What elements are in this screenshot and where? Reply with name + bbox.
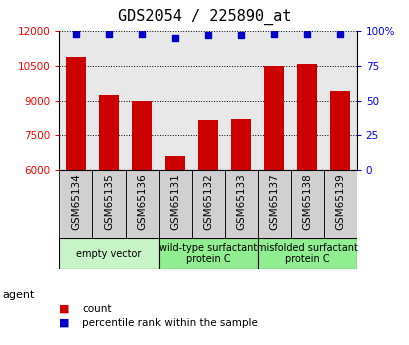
Text: GSM65132: GSM65132 xyxy=(202,174,213,230)
Text: GSM65131: GSM65131 xyxy=(170,174,180,230)
Bar xyxy=(59,238,158,269)
Bar xyxy=(198,120,218,170)
Point xyxy=(270,31,277,37)
Bar xyxy=(158,170,191,238)
Text: GSM65137: GSM65137 xyxy=(268,174,279,230)
Point xyxy=(138,31,145,37)
Bar xyxy=(330,91,349,170)
Bar xyxy=(132,101,152,170)
Text: GSM65133: GSM65133 xyxy=(236,174,245,230)
Point xyxy=(237,32,244,38)
Text: ■: ■ xyxy=(59,318,73,327)
Text: GSM65139: GSM65139 xyxy=(335,174,344,230)
Text: GSM65138: GSM65138 xyxy=(301,174,311,230)
Bar xyxy=(297,63,316,170)
Bar xyxy=(263,66,283,170)
Bar xyxy=(257,170,290,238)
Bar xyxy=(224,170,257,238)
Text: GSM65134: GSM65134 xyxy=(71,174,81,230)
Bar xyxy=(290,170,323,238)
Text: GSM65135: GSM65135 xyxy=(104,174,114,230)
Bar xyxy=(165,156,184,170)
Point xyxy=(106,31,112,37)
Text: empty vector: empty vector xyxy=(76,249,142,259)
Text: percentile rank within the sample: percentile rank within the sample xyxy=(82,318,257,327)
Text: agent: agent xyxy=(2,290,34,300)
Bar xyxy=(59,170,92,238)
Bar xyxy=(158,238,257,269)
Bar xyxy=(257,238,356,269)
Bar xyxy=(231,119,250,170)
Point xyxy=(171,35,178,41)
Text: misfolded surfactant
protein C: misfolded surfactant protein C xyxy=(256,243,357,264)
Point xyxy=(336,31,343,37)
Text: wild-type surfactant
protein C: wild-type surfactant protein C xyxy=(159,243,256,264)
Point xyxy=(204,32,211,38)
Bar xyxy=(323,170,356,238)
Text: GDS2054 / 225890_at: GDS2054 / 225890_at xyxy=(118,9,291,25)
Point xyxy=(303,31,310,37)
Text: ■: ■ xyxy=(59,304,73,314)
Text: GSM65136: GSM65136 xyxy=(137,174,147,230)
Text: count: count xyxy=(82,304,111,314)
Bar xyxy=(125,170,158,238)
Bar xyxy=(92,170,125,238)
Bar xyxy=(66,57,85,170)
Bar xyxy=(191,170,224,238)
Bar xyxy=(99,95,119,170)
Point xyxy=(72,31,79,37)
